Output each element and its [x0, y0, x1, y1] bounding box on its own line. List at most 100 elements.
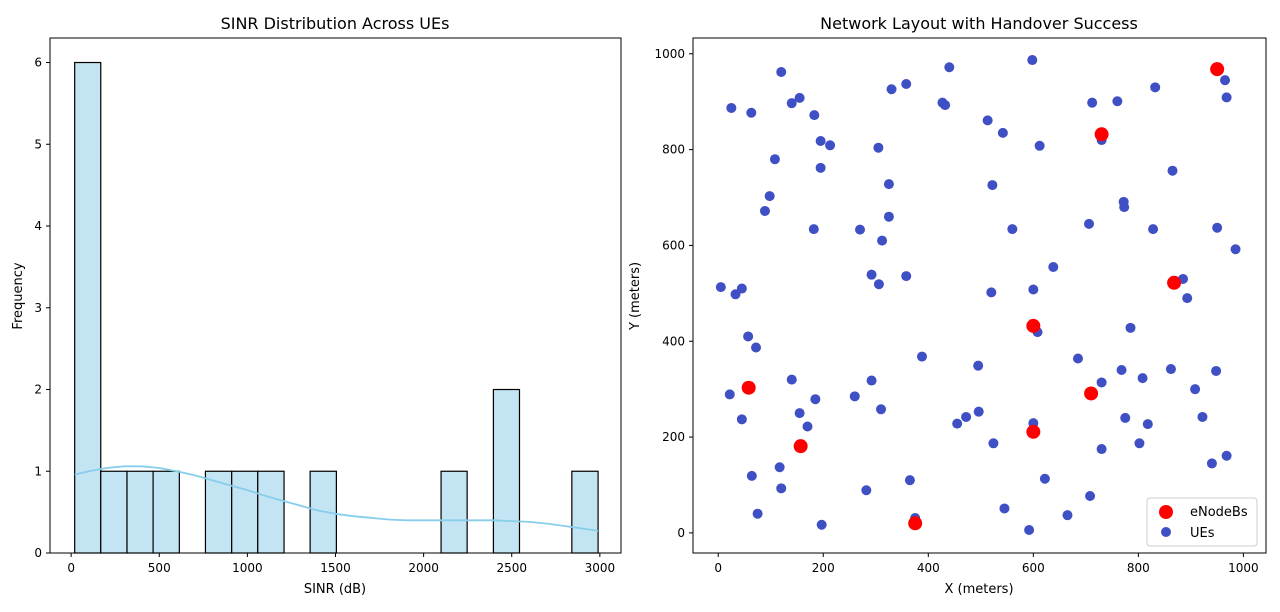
ue-point: [726, 102, 737, 113]
scatter-x-tick-label: 400: [917, 561, 940, 575]
histogram-x-tick-label: 2000: [408, 561, 439, 575]
ue-point: [815, 162, 826, 173]
enodeb-point: [908, 516, 923, 531]
histogram-y-axis-label: Frequency: [11, 262, 26, 329]
ue-point: [816, 519, 827, 530]
ue-point: [1119, 202, 1130, 213]
ue-point: [961, 411, 972, 422]
histogram-x-tick-label: 2500: [496, 561, 527, 575]
legend-label-enodebs: eNodeBs: [1190, 505, 1248, 520]
legend-marker-ues: [1161, 527, 1171, 537]
ue-point: [916, 351, 927, 362]
histogram-bar: [100, 470, 128, 554]
ue-point: [1120, 412, 1131, 423]
ue-point: [736, 414, 747, 425]
ue-point: [1048, 261, 1059, 272]
histogram-y-tick-label: 3: [34, 301, 42, 315]
ue-point: [855, 224, 866, 235]
scatter-y-tick-label: 0: [677, 526, 685, 540]
ue-point: [743, 331, 754, 342]
histogram-bar: [74, 61, 102, 554]
ue-point: [808, 224, 819, 235]
histogram-bar: [231, 470, 259, 554]
ue-point: [776, 483, 787, 494]
histogram-y-tick-label: 0: [34, 546, 42, 560]
ue-point: [997, 127, 1008, 138]
enodeb-point: [741, 380, 756, 395]
kde-curve: [74, 465, 599, 532]
histogram-title: SINR Distribution Across UEs: [221, 14, 450, 33]
ue-point: [1116, 364, 1127, 375]
scatter-x-tick-label: 0: [714, 561, 722, 575]
ue-point: [1134, 438, 1145, 449]
scatter-y-tick-label: 400: [662, 334, 685, 348]
ue-point: [1165, 364, 1176, 375]
ue-point: [1167, 165, 1178, 176]
ue-point: [973, 360, 984, 371]
ue-point: [1220, 75, 1231, 86]
histogram-y-tick-label: 6: [34, 56, 42, 70]
ue-point: [1072, 353, 1083, 364]
histogram-bar: [257, 470, 285, 554]
histogram-panel: SINR Distribution Across UEs SINR (dB) F…: [11, 14, 622, 597]
ue-point: [1096, 444, 1107, 455]
ue-point: [730, 289, 741, 300]
ue-point: [1096, 377, 1107, 388]
enodeb-point: [1084, 386, 1099, 401]
ue-point: [794, 408, 805, 419]
ue-point: [1221, 450, 1232, 461]
ue-point: [1197, 411, 1208, 422]
ue-point: [1034, 140, 1045, 151]
ue-point: [873, 279, 884, 290]
histogram-x-tick-label: 1000: [232, 561, 263, 575]
ue-point: [1028, 284, 1039, 295]
ue-point: [973, 406, 984, 417]
ue-point: [886, 84, 897, 95]
enodeb-point: [1094, 127, 1109, 142]
ue-point: [786, 98, 797, 109]
ue-point: [952, 418, 963, 429]
ue-point: [866, 375, 877, 386]
ue-point: [1125, 322, 1136, 333]
enodeb-point: [1026, 318, 1041, 333]
ue-point: [1137, 373, 1148, 384]
ue-point: [1150, 82, 1161, 93]
ue-point: [988, 438, 999, 449]
ue-point: [752, 508, 763, 519]
ue-point: [866, 269, 877, 280]
ue-point: [987, 180, 998, 191]
histogram-y-tick-label: 5: [34, 137, 42, 151]
histogram-bar: [126, 470, 154, 554]
ue-point: [1142, 419, 1153, 430]
ue-point: [1182, 293, 1193, 304]
legend-frame: [1146, 497, 1258, 547]
legend: eNodeBs UEs: [1146, 497, 1258, 547]
scatter-y-axis-label: Y (meters): [628, 262, 643, 331]
scatter-x-tick-label: 800: [1127, 561, 1150, 575]
histogram-bar: [152, 470, 180, 554]
ue-point: [746, 107, 757, 118]
ue-point: [1024, 525, 1035, 536]
ue-point: [849, 391, 860, 402]
ue-point: [786, 374, 797, 385]
ue-point: [1085, 490, 1096, 501]
scatter-title: Network Layout with Handover Success: [820, 14, 1138, 33]
scatter-x-axis-label: X (meters): [944, 582, 1013, 597]
ue-point: [815, 136, 826, 146]
histogram-y-tick-label: 4: [34, 219, 42, 233]
ue-point: [883, 179, 894, 190]
ue-point: [764, 191, 775, 202]
scatter-y-tick-label: 800: [662, 143, 685, 157]
ue-point: [873, 142, 884, 153]
ue-point: [1087, 97, 1098, 108]
ue-point: [861, 485, 872, 496]
ue-point: [774, 462, 785, 473]
legend-label-ues: UEs: [1190, 526, 1215, 541]
ue-point: [802, 421, 813, 432]
ue-point: [715, 282, 726, 293]
ue-point: [901, 78, 912, 89]
ue-point: [904, 475, 915, 486]
ue-point: [876, 404, 887, 415]
histogram-bar: [571, 470, 599, 554]
